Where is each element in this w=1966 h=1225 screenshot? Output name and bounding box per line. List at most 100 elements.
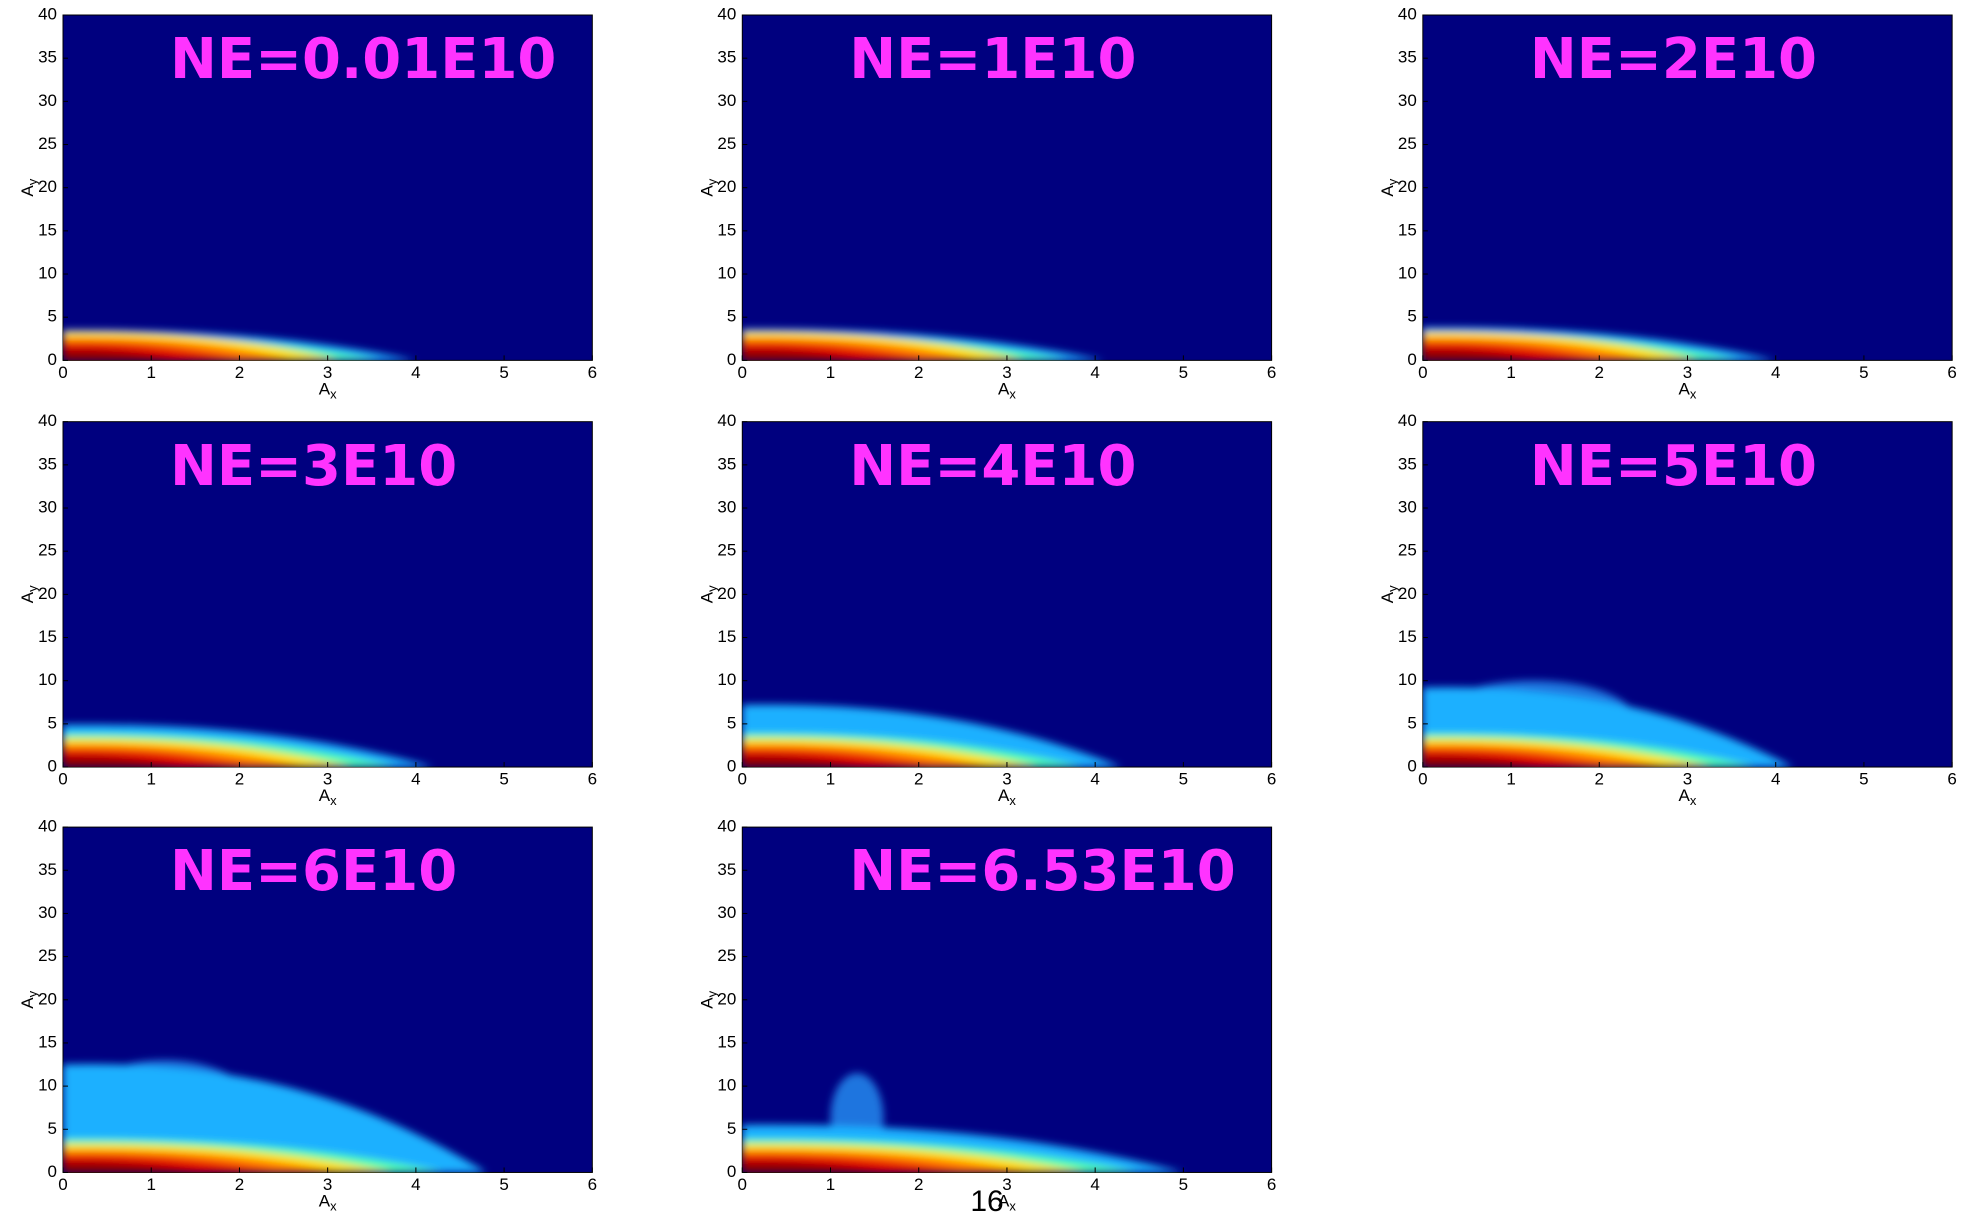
y-tick-label: 25 <box>717 134 736 153</box>
y-tick-label: 40 <box>38 411 57 430</box>
density <box>63 1060 487 1173</box>
y-tick-label: 10 <box>1398 264 1417 283</box>
y-tick-label: 15 <box>38 220 57 239</box>
x-tick-label: 0 <box>738 1175 747 1194</box>
x-tick-label: 4 <box>1771 363 1780 382</box>
x-tick-label: 4 <box>1090 363 1099 382</box>
x-tick-label: 4 <box>1771 770 1780 789</box>
plot-area <box>1422 14 1953 361</box>
panel: 0 1 2 3 4 5 6 0 5 10 15 20 25 30 35 40 Ax Ay NE=6E10 <box>18 817 597 1214</box>
y-tick-label: 10 <box>38 1076 57 1095</box>
x-tick-label: 1 <box>146 363 155 382</box>
x-tick-label: 3 <box>1683 363 1692 382</box>
x-tick-label: 2 <box>914 770 923 789</box>
x-tick-label: 3 <box>1002 363 1011 382</box>
y-tick-label: 20 <box>38 989 57 1008</box>
y-tick-label: 20 <box>1398 177 1417 196</box>
x-tick-label: 1 <box>1506 770 1515 789</box>
y-tick-label: 10 <box>717 264 736 283</box>
x-tick-label: 4 <box>1090 770 1099 789</box>
y-tick-label: 35 <box>38 48 57 67</box>
x-tick-label: 4 <box>1090 1175 1099 1194</box>
y-tick-label: 30 <box>38 498 57 517</box>
x-tick-label: 3 <box>323 1175 332 1194</box>
density-band <box>63 1162 199 1173</box>
page-number: 16 <box>970 1185 1003 1218</box>
y-tick-label: 5 <box>48 713 57 732</box>
y-tick-label: 15 <box>1398 220 1417 239</box>
x-tick-label: 5 <box>1179 770 1188 789</box>
panel: 0 1 2 3 4 5 6 0 5 10 15 20 25 30 35 40 Ax Ay NE=3E10 <box>18 411 597 808</box>
y-tick-label: 25 <box>38 134 57 153</box>
y-tick-label: 30 <box>1398 498 1417 517</box>
y-tick-label: 25 <box>38 541 57 560</box>
density <box>742 1073 1184 1173</box>
x-tick-label: 3 <box>1002 1175 1011 1194</box>
density-band <box>63 756 182 768</box>
y-axis-label: Ay <box>1378 178 1400 196</box>
y-tick-label: 40 <box>717 4 736 23</box>
panel-title: NE=0.01E10 <box>170 27 556 92</box>
y-tick-label: 0 <box>727 350 736 369</box>
y-tick-label: 20 <box>717 584 736 603</box>
panel: 0 1 2 3 4 5 6 0 5 10 15 20 25 30 35 40 Ax Ay NE=0.01E10 <box>18 4 597 401</box>
x-tick-label: 0 <box>58 363 67 382</box>
x-tick-label: 1 <box>826 770 835 789</box>
y-tick-label: 20 <box>717 989 736 1008</box>
density-band <box>1422 349 1536 361</box>
x-tick-label: 6 <box>1267 363 1276 382</box>
y-axis-label: Ay <box>698 990 720 1008</box>
y-axis-label: Ay <box>698 178 720 196</box>
x-tick-label: 6 <box>588 1175 597 1194</box>
density <box>742 704 1122 768</box>
y-tick-label: 15 <box>1398 627 1417 646</box>
x-tick-label: 3 <box>323 363 332 382</box>
y-tick-label: 35 <box>717 48 736 67</box>
x-tick-label: 2 <box>914 363 923 382</box>
panel: 0 1 2 3 4 5 6 0 5 10 15 20 25 30 35 40 Ax Ay NE=1E10 <box>698 4 1277 401</box>
y-tick-label: 35 <box>38 454 57 473</box>
y-tick-label: 40 <box>38 817 57 836</box>
density <box>63 724 434 768</box>
panel-title: NE=4E10 <box>849 434 1136 499</box>
x-tick-label: 2 <box>914 1175 923 1194</box>
y-tick-label: 20 <box>38 584 57 603</box>
y-tick-label: 15 <box>717 220 736 239</box>
y-tick-label: 35 <box>717 860 736 879</box>
y-tick-label: 25 <box>717 541 736 560</box>
x-tick-label: 2 <box>235 770 244 789</box>
y-tick-label: 25 <box>38 946 57 965</box>
panel-title: NE=6E10 <box>170 839 457 904</box>
x-axis-label: Ax <box>1679 787 1697 809</box>
panel-title: NE=6.53E10 <box>849 839 1235 904</box>
y-tick-label: 40 <box>717 411 736 430</box>
y-tick-label: 40 <box>1398 411 1417 430</box>
x-tick-label: 4 <box>411 363 420 382</box>
x-tick-label: 0 <box>738 363 747 382</box>
x-tick-label: 0 <box>738 770 747 789</box>
x-axis-label: Ax <box>319 380 337 402</box>
y-tick-label: 30 <box>38 903 57 922</box>
panel-title: NE=3E10 <box>170 434 457 499</box>
y-tick-label: 0 <box>48 350 57 369</box>
y-tick-label: 40 <box>1398 4 1417 23</box>
x-tick-label: 5 <box>499 770 508 789</box>
x-tick-label: 2 <box>235 363 244 382</box>
density-band <box>742 349 859 361</box>
y-tick-label: 5 <box>727 307 736 326</box>
x-tick-label: 5 <box>1179 363 1188 382</box>
x-tick-label: 5 <box>1179 1175 1188 1194</box>
y-tick-label: 10 <box>38 670 57 689</box>
y-tick-label: 15 <box>38 1032 57 1051</box>
y-tick-label: 10 <box>38 264 57 283</box>
y-axis-label: Ay <box>698 585 720 603</box>
x-tick-label: 6 <box>588 363 597 382</box>
y-tick-label: 30 <box>1398 91 1417 110</box>
y-axis-label: Ay <box>18 585 40 603</box>
y-tick-label: 5 <box>48 307 57 326</box>
y-tick-label: 0 <box>727 757 736 776</box>
y-tick-label: 20 <box>38 177 57 196</box>
panel: 0 1 2 3 4 5 6 0 5 10 15 20 25 30 35 40 Ax Ay NE=6.53E10 <box>698 817 1277 1214</box>
x-tick-label: 1 <box>826 1175 835 1194</box>
density-band <box>1422 756 1542 768</box>
